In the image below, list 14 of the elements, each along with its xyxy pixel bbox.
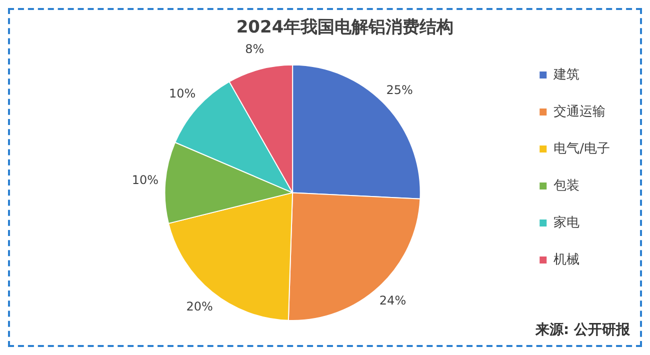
- chart-title: 2024年我国电解铝消费结构: [236, 18, 454, 38]
- legend-label: 电气/电子: [554, 141, 610, 156]
- data-label: 8%: [245, 42, 264, 56]
- data-label: 20%: [186, 300, 213, 314]
- legend-label: 建筑: [552, 67, 580, 82]
- legend-label: 包装: [554, 178, 580, 194]
- data-label: 10%: [132, 172, 159, 187]
- data-label: 24%: [379, 293, 406, 308]
- legend-label: 机械: [554, 252, 580, 268]
- legend-label: 家电: [554, 214, 580, 230]
- data-label: 25%: [386, 82, 413, 97]
- legend-label: 交通运输: [554, 103, 606, 120]
- data-label: 10%: [168, 86, 196, 100]
- source-note: 来源: 公开研报: [536, 321, 630, 339]
